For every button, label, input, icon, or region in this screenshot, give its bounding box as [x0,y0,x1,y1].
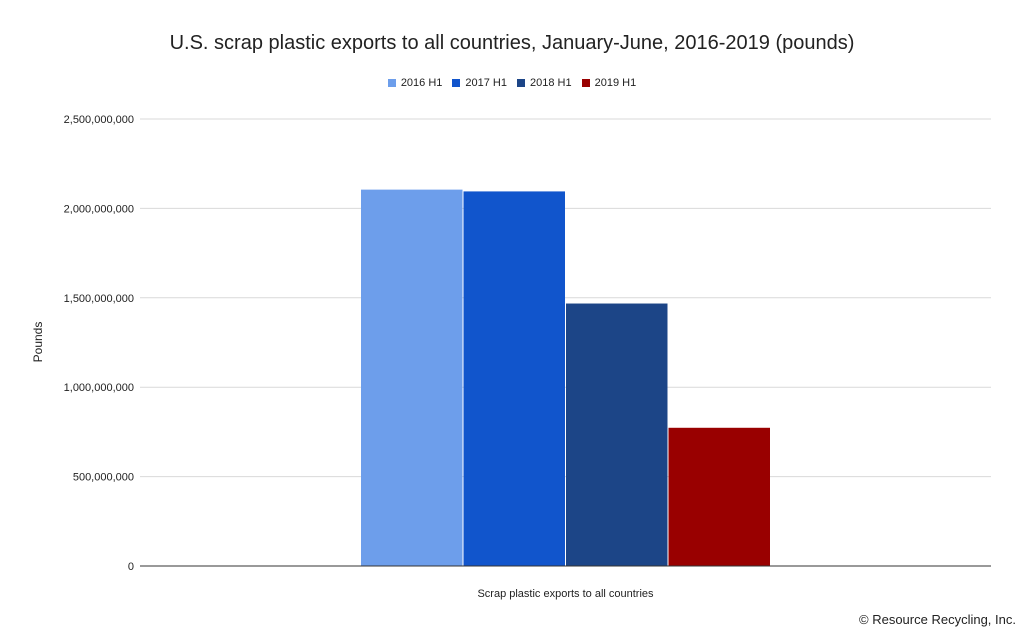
y-tick-label: 2,000,000,000 [64,203,134,215]
legend-item-2018: 2018 H1 [517,77,572,89]
copyright-notice: © Resource Recycling, Inc. [859,612,1016,627]
bar-2016-h1 [361,189,463,566]
legend-label-2016: 2016 H1 [400,77,443,89]
y-tick-label: 1,500,000,000 [64,293,134,305]
legend: 2016 H1 2017 H1 2018 H1 2019 H1 [0,77,1024,89]
x-axis-label: Scrap plastic exports to all countries [477,588,654,600]
bar-2017-h1 [463,191,565,566]
legend-label-2018: 2018 H1 [530,77,572,89]
legend-label-2019: 2019 H1 [594,77,637,89]
legend-swatch-2018 [517,79,525,87]
chart-title: U.S. scrap plastic exports to all countr… [169,32,855,54]
y-tick-label: 0 [128,561,134,573]
bar-2019-h1 [668,427,770,566]
legend-swatch-2016 [387,79,396,87]
y-tick-label: 1,000,000,000 [64,382,134,394]
legend-item-2017: 2017 H1 [452,77,507,89]
legend-swatch-2019 [581,79,590,87]
legend-label-2017: 2017 H1 [465,77,507,89]
y-tick-label: 2,500,000,000 [64,114,134,126]
legend-item-2019: 2019 H1 [581,77,637,89]
bar-2018-h1 [566,303,668,566]
legend-swatch-2017 [452,79,461,87]
y-tick-label: 500,000,000 [73,472,134,484]
legend-item-2016: 2016 H1 [387,77,443,89]
